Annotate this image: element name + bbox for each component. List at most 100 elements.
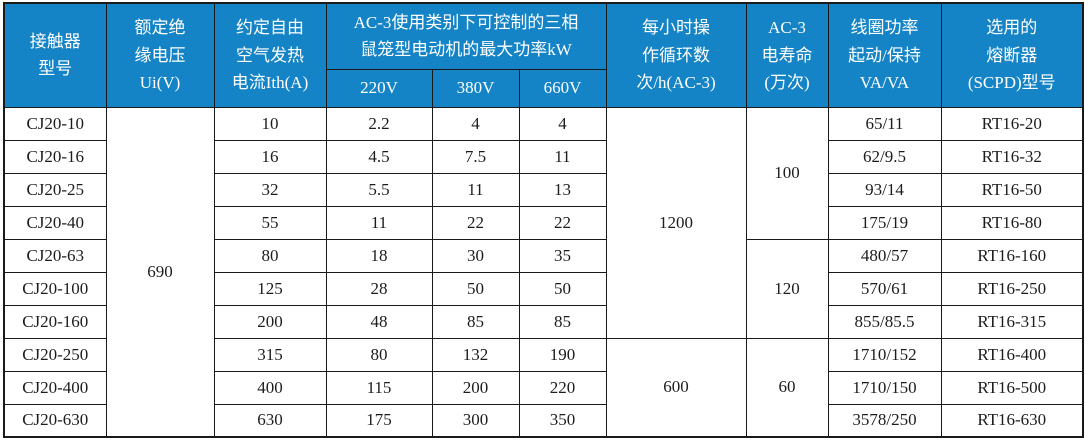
cell-660v: 11 xyxy=(518,139,607,174)
cell-model: CJ20-40 xyxy=(3,205,107,240)
table-row-cj20-10: CJ20-10 690 10 2.2 4 4 1200 100 65/11 RT… xyxy=(3,106,1084,438)
cell-380v: 11 xyxy=(431,172,520,207)
cell-380v: 30 xyxy=(431,238,520,273)
header-ac3-electrical-life: AC-3 电寿命 (万次) xyxy=(745,2,829,108)
cell-fuse: RT16-32 xyxy=(940,139,1084,174)
cell-220v: 175 xyxy=(325,403,433,438)
cell-ith: 125 xyxy=(213,271,327,306)
cell-220v: 11 xyxy=(325,205,433,240)
cell-ith: 55 xyxy=(213,205,327,240)
table-header: 接触器 型号 额定绝 缘电压 Ui(V) 约定自由 空气发热 电流Ith(A) … xyxy=(3,2,1084,108)
cell-fuse: RT16-80 xyxy=(940,205,1084,240)
table-row-cj20-63: CJ20-63 80 18 30 35 120 480/57 RT16-160 xyxy=(3,238,1084,339)
cell-fuse: RT16-500 xyxy=(940,370,1084,405)
table-row-cj20-160: CJ20-160 200 48 85 85 855/85.5 RT16-315 xyxy=(3,304,1084,339)
cell-model: CJ20-63 xyxy=(3,238,107,273)
cell-ith: 400 xyxy=(213,370,327,405)
cell-ith: 80 xyxy=(213,238,327,273)
cell-ith: 630 xyxy=(213,403,327,438)
cell-model: CJ20-10 xyxy=(3,106,107,141)
cell-coil: 1710/152 xyxy=(827,337,942,372)
cell-660v: 85 xyxy=(518,304,607,339)
cell-fuse: RT16-630 xyxy=(940,403,1084,438)
cell-220v: 18 xyxy=(325,238,433,273)
cell-380v: 50 xyxy=(431,271,520,306)
cell-660v: 220 xyxy=(518,370,607,405)
cell-model: CJ20-160 xyxy=(3,304,107,339)
cell-life-merged: 100 xyxy=(745,106,829,240)
cell-ith: 315 xyxy=(213,337,327,372)
cell-fuse: RT16-50 xyxy=(940,172,1084,207)
cell-380v: 4 xyxy=(431,106,520,141)
cell-660v: 4 xyxy=(518,106,607,141)
cell-380v: 7.5 xyxy=(431,139,520,174)
cell-fuse: RT16-315 xyxy=(940,304,1084,339)
cell-model: CJ20-250 xyxy=(3,337,107,372)
cell-cycles-merged: 1200 xyxy=(605,106,747,339)
cell-ui-merged: 690 xyxy=(105,106,215,438)
cell-220v: 48 xyxy=(325,304,433,339)
cell-660v: 35 xyxy=(518,238,607,273)
table-row-cj20-100: CJ20-100 125 28 50 50 570/61 RT16-250 xyxy=(3,271,1084,306)
header-row-top: 接触器 型号 额定绝 缘电压 Ui(V) 约定自由 空气发热 电流Ith(A) … xyxy=(3,2,1084,108)
cell-220v: 4.5 xyxy=(325,139,433,174)
cell-220v: 2.2 xyxy=(325,106,433,141)
table-row-cj20-250: CJ20-250 315 80 132 190 600 60 1710/152 … xyxy=(3,337,1084,438)
header-rated-insulation-voltage: 额定绝 缘电压 Ui(V) xyxy=(105,2,215,108)
cell-380v: 300 xyxy=(431,403,520,438)
cell-220v: 115 xyxy=(325,370,433,405)
cell-ith: 200 xyxy=(213,304,327,339)
cell-coil: 65/11 xyxy=(827,106,942,141)
header-conventional-thermal-current: 约定自由 空气发热 电流Ith(A) xyxy=(213,2,327,108)
cell-660v: 22 xyxy=(518,205,607,240)
cell-coil: 3578/250 xyxy=(827,403,942,438)
header-row-voltages: 220V 380V 660V xyxy=(4,68,1083,108)
cell-cycles-merged: 600 xyxy=(605,337,747,438)
cell-model: CJ20-25 xyxy=(3,172,107,207)
header-fuse-scpd-model: 选用的 熔断器 (SCPD)型号 xyxy=(940,2,1084,108)
cell-ith: 10 xyxy=(213,106,327,141)
cell-ith: 16 xyxy=(213,139,327,174)
header-660v: 660V xyxy=(518,68,607,108)
cell-660v: 350 xyxy=(518,403,607,438)
table-row-cj20-400: CJ20-400 400 115 200 220 1710/150 RT16-5… xyxy=(3,370,1084,405)
header-ac3-max-motor-power: AC-3使用类别下可控制的三相 鼠笼型电动机的最大功率kW xyxy=(325,2,607,70)
table-body: CJ20-10 690 10 2.2 4 4 1200 100 65/11 RT… xyxy=(3,106,1084,438)
cell-model: CJ20-16 xyxy=(3,139,107,174)
cell-fuse: RT16-400 xyxy=(940,337,1084,372)
cell-ith: 32 xyxy=(213,172,327,207)
cell-model: CJ20-100 xyxy=(3,271,107,306)
cell-coil: 93/14 xyxy=(827,172,942,207)
header-220v: 220V xyxy=(325,68,433,108)
cell-220v: 5.5 xyxy=(325,172,433,207)
table-row-cj20-16: CJ20-16 16 4.5 7.5 11 62/9.5 RT16-32 xyxy=(3,139,1084,174)
cell-life-merged: 60 xyxy=(745,337,829,438)
cell-660v: 13 xyxy=(518,172,607,207)
cell-380v: 85 xyxy=(431,304,520,339)
cell-380v: 132 xyxy=(431,337,520,372)
table-row-cj20-40: CJ20-40 55 11 22 22 175/19 RT16-80 xyxy=(3,205,1084,240)
cell-coil: 1710/150 xyxy=(827,370,942,405)
table-row-cj20-630: CJ20-630 630 175 300 350 3578/250 RT16-6… xyxy=(3,403,1084,438)
header-operating-cycles-per-hour: 每小时操 作循环数 次/h(AC-3) xyxy=(605,2,747,108)
cell-220v: 28 xyxy=(325,271,433,306)
cell-coil: 855/85.5 xyxy=(827,304,942,339)
contactor-specs-table: 接触器 型号 额定绝 缘电压 Ui(V) 约定自由 空气发热 电流Ith(A) … xyxy=(3,2,1084,438)
cell-fuse: RT16-160 xyxy=(940,238,1084,273)
cell-380v: 22 xyxy=(431,205,520,240)
cell-fuse: RT16-250 xyxy=(940,271,1084,306)
cell-fuse: RT16-20 xyxy=(940,106,1084,141)
header-380v: 380V xyxy=(431,68,520,108)
header-contactor-model: 接触器 型号 xyxy=(3,2,107,108)
cell-life-merged: 120 xyxy=(745,238,829,339)
cell-coil: 62/9.5 xyxy=(827,139,942,174)
cell-coil: 175/19 xyxy=(827,205,942,240)
cell-660v: 190 xyxy=(518,337,607,372)
cell-coil: 570/61 xyxy=(827,271,942,306)
cell-coil: 480/57 xyxy=(827,238,942,273)
cell-220v: 80 xyxy=(325,337,433,372)
cell-660v: 50 xyxy=(518,271,607,306)
header-coil-power: 线圈功率 起动/保持 VA/VA xyxy=(827,2,942,108)
cell-model: CJ20-400 xyxy=(3,370,107,405)
